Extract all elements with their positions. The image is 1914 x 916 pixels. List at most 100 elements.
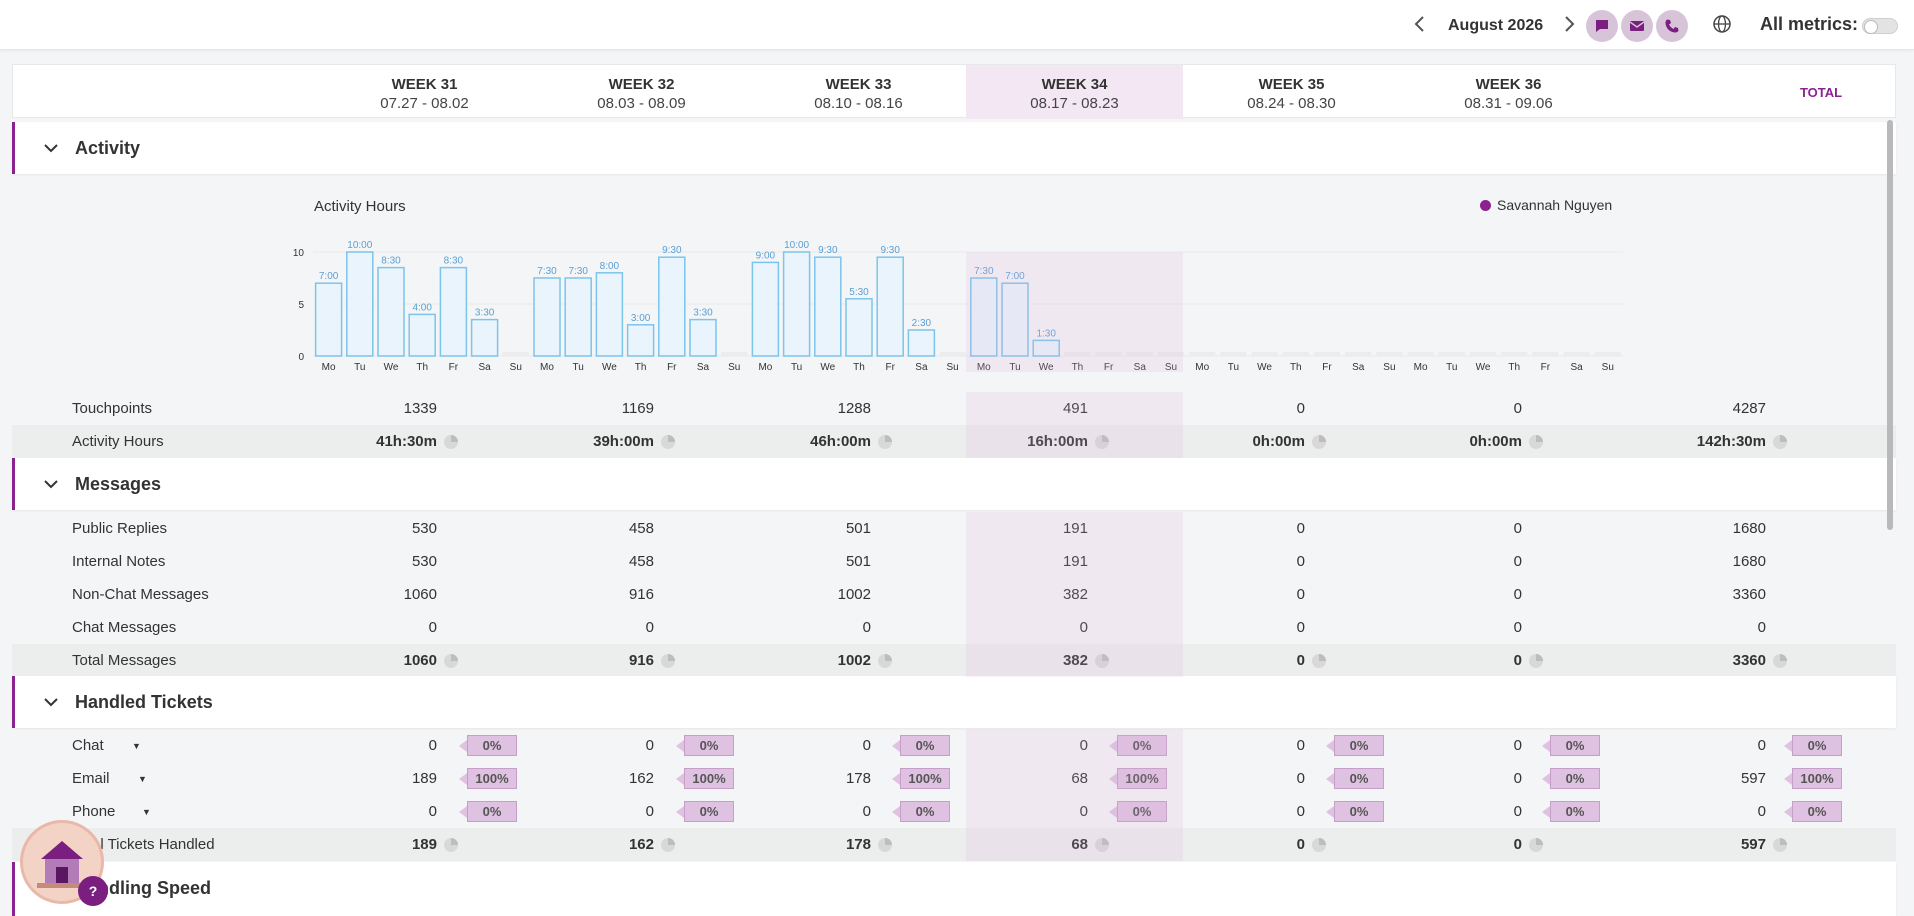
section-messages[interactable]: Messages [12, 458, 1896, 510]
cell-value: 597 [1740, 770, 1766, 787]
vertical-scrollbar[interactable] [1887, 120, 1893, 530]
bar-empty [1189, 352, 1216, 356]
bar [533, 277, 561, 357]
cell-value: 0 [1513, 520, 1522, 537]
row-label[interactable]: Phone [72, 803, 116, 820]
bar [782, 251, 811, 357]
percentage-badge: 100% [892, 768, 950, 789]
week-column-header-current[interactable]: WEEK 34 08.17 - 08.23 [966, 65, 1183, 119]
cell-value: 0 [1757, 803, 1766, 820]
week-column-header[interactable]: WEEK 31 07.27 - 08.02 [316, 65, 533, 119]
chart-title: Activity Hours [314, 198, 406, 215]
phone-icon [1665, 19, 1679, 33]
percentage-badge: 0% [1542, 801, 1600, 822]
week-range: 08.17 - 08.23 [1030, 95, 1119, 112]
pie-chart-icon[interactable] [1094, 434, 1110, 450]
pie-chart-icon[interactable] [1311, 434, 1327, 450]
cell-value: 0 [1513, 553, 1522, 570]
help-button[interactable]: ? [78, 876, 108, 906]
next-month-button[interactable] [1560, 13, 1578, 35]
cell-value: 0 [1296, 553, 1305, 570]
caret-down-icon[interactable]: ▼ [132, 741, 141, 751]
caret-down-icon[interactable]: ▼ [138, 774, 147, 784]
pie-chart-icon[interactable] [1528, 837, 1544, 853]
x-tick-label: Tu [573, 362, 584, 373]
cell-value: 0 [1513, 803, 1522, 820]
chevron-down-icon[interactable] [41, 474, 61, 494]
pie-chart-icon[interactable] [1311, 837, 1327, 853]
pie-chart-icon[interactable] [660, 837, 676, 853]
prev-month-button[interactable] [1411, 13, 1429, 35]
pie-chart-icon[interactable] [1311, 653, 1327, 669]
chart-legend[interactable]: Savannah Nguyen [1480, 197, 1612, 213]
bar-empty [1220, 352, 1247, 356]
pie-chart-icon[interactable] [443, 653, 459, 669]
bar-label: 10:00 [784, 240, 809, 251]
percentage-badge: 0% [1326, 735, 1384, 756]
all-metrics-toggle[interactable] [1862, 18, 1898, 34]
week-title: WEEK 36 [1475, 76, 1542, 93]
percentage-badge: 0% [1109, 801, 1167, 822]
week-column-header[interactable]: WEEK 36 08.31 - 09.06 [1400, 65, 1617, 119]
bar-empty [1563, 352, 1590, 356]
x-tick-label: Sa [915, 362, 928, 373]
cell-value: 0 [1296, 836, 1305, 853]
bar [970, 277, 998, 357]
pie-chart-icon[interactable] [877, 434, 893, 450]
x-tick-label: Mo [1414, 362, 1428, 373]
x-tick-label: Fr [885, 362, 895, 373]
row-label[interactable]: Email [72, 770, 110, 787]
bar-empty [1470, 352, 1496, 356]
section-title: Handling Speed [75, 878, 212, 898]
bar-label: 7:30 [568, 266, 588, 277]
section-handled-tickets[interactable]: Handled Tickets [12, 676, 1896, 728]
x-tick-label: Fr [1104, 362, 1114, 373]
row-label[interactable]: Chat [72, 737, 104, 754]
y-tick-label: 0 [298, 352, 304, 363]
chevron-down-icon[interactable] [41, 138, 61, 158]
cell-value: 0h:00m [1469, 433, 1522, 450]
cell-value: 0 [1296, 586, 1305, 603]
pie-chart-icon[interactable] [1772, 653, 1788, 669]
bar-empty [1532, 352, 1559, 356]
percentage-badge: 0% [892, 735, 950, 756]
pie-chart-icon[interactable] [660, 434, 676, 450]
week-range: 08.10 - 08.16 [814, 95, 903, 112]
week-column-header[interactable]: WEEK 33 08.10 - 08.16 [750, 65, 967, 119]
section-handling-speed[interactable]: Handling Speed [12, 862, 1896, 916]
pie-chart-icon[interactable] [1772, 434, 1788, 450]
cell-value: 0 [1296, 770, 1305, 787]
cell-value: 68 [1071, 770, 1088, 787]
language-button[interactable] [1711, 13, 1733, 35]
percentage-badge: 0% [459, 735, 517, 756]
pie-chart-icon[interactable] [1772, 837, 1788, 853]
chevron-down-icon[interactable] [41, 692, 61, 712]
bar-empty [1594, 352, 1621, 356]
email-filter-button[interactable] [1621, 10, 1653, 42]
x-tick-label: Th [853, 362, 865, 373]
cell-value: 501 [845, 553, 871, 570]
cell-value: 1680 [1732, 520, 1766, 537]
pie-chart-icon[interactable] [1528, 653, 1544, 669]
pie-chart-icon[interactable] [877, 653, 893, 669]
caret-down-icon[interactable]: ▼ [142, 807, 151, 817]
cell-value: 0 [1513, 737, 1522, 754]
pie-chart-icon[interactable] [443, 434, 459, 450]
pie-chart-icon[interactable] [877, 837, 893, 853]
pie-chart-icon[interactable] [660, 653, 676, 669]
week-column-header[interactable]: WEEK 35 08.24 - 08.30 [1183, 65, 1400, 119]
phone-filter-button[interactable] [1656, 10, 1688, 42]
cell-value: 597 [1740, 836, 1766, 853]
section-activity[interactable]: Activity [12, 122, 1896, 174]
pie-chart-icon[interactable] [1094, 653, 1110, 669]
pie-chart-icon[interactable] [1528, 434, 1544, 450]
bar-label: 3:30 [693, 308, 713, 319]
chat-filter-button[interactable] [1586, 10, 1618, 42]
x-tick-label: Sa [478, 362, 491, 373]
bar [595, 272, 624, 357]
pie-chart-icon[interactable] [443, 837, 459, 853]
x-tick-label: We [820, 362, 835, 373]
bar [845, 298, 873, 357]
pie-chart-icon[interactable] [1094, 837, 1110, 853]
week-column-header[interactable]: WEEK 32 08.03 - 08.09 [533, 65, 750, 119]
